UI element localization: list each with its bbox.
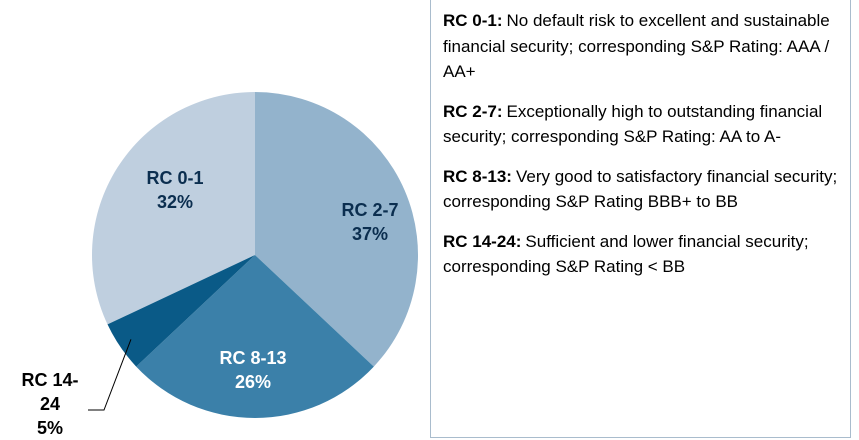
pie-chart [88, 92, 418, 418]
note-term: RC 0-1: [443, 11, 503, 30]
category-label: RC 14-24 [21, 370, 79, 414]
slice-label: RC 8-13 26% [193, 346, 313, 394]
slice-label: RC 14-24 5% [19, 368, 81, 440]
note-text: Very good to satisfactory financial secu… [443, 166, 838, 212]
note: RC 8-13: Very good to satisfactory financ… [443, 164, 850, 215]
value-label: 26% [234, 372, 272, 392]
pie-slice [107, 255, 256, 367]
note-text: Sufficient and lower financial security;… [443, 231, 809, 277]
note-term: RC 14-24: [443, 231, 522, 251]
note-text: No default risk to excellent and sustain… [443, 11, 830, 81]
note: RC 2-7: Exceptionally high to outstanding… [443, 99, 850, 150]
value-label: 32% [156, 192, 194, 212]
pie-slice [91, 92, 256, 325]
note: RC 14-24: Sufficient and lower financial … [443, 229, 850, 280]
value-label: 5% [36, 418, 63, 438]
pie-slice [255, 92, 418, 367]
note-term: RC 2-7: [443, 101, 503, 121]
note-term: RC 8-13: [443, 166, 512, 186]
value-label: 37% [351, 224, 389, 244]
note-text: Exceptionally high to outstanding financ… [443, 101, 823, 147]
leader-line [88, 339, 132, 411]
legend-notes: RC 0-1: No default risk to excellent and … [430, 0, 851, 438]
category-label: RC 8-13 [219, 348, 287, 368]
slice-label: RC 0-1 32% [115, 166, 235, 214]
note: RC 0-1: No default risk to excellent and … [443, 8, 850, 85]
pie-slice [136, 255, 374, 418]
category-label: RC 2-7 [341, 200, 399, 220]
category-label: RC 0-1 [146, 168, 204, 188]
slice-label: RC 2-7 37% [310, 198, 430, 246]
